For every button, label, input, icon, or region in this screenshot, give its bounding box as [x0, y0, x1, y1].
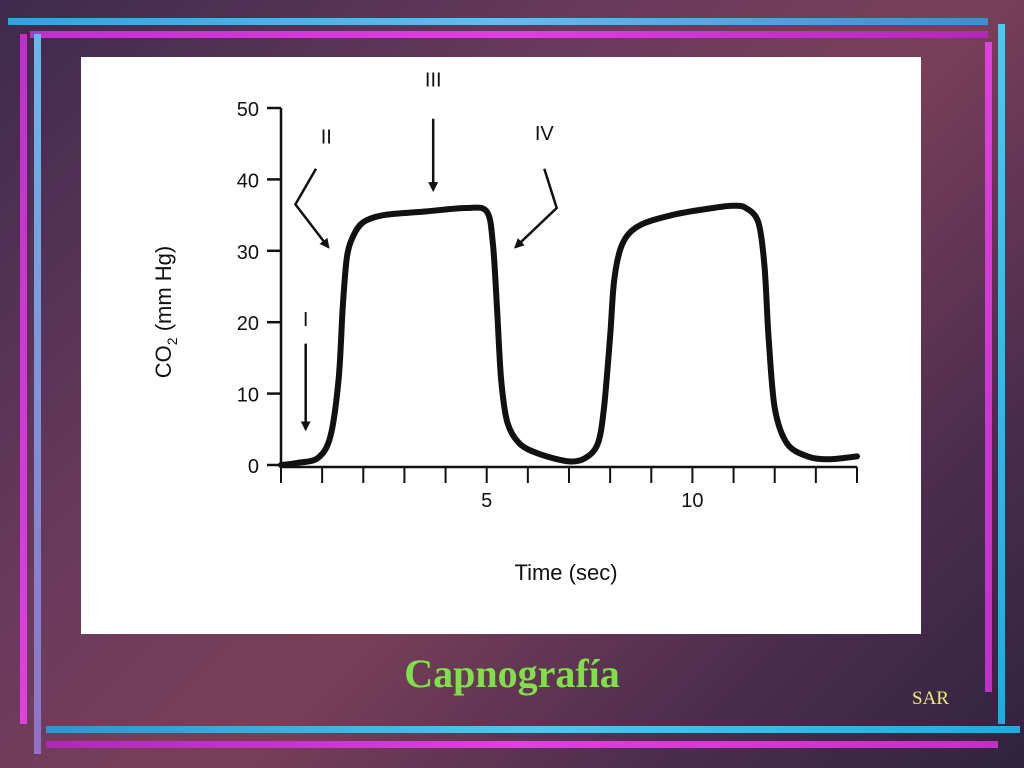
data-point	[383, 215, 384, 216]
data-point	[671, 215, 672, 216]
data-point	[604, 407, 605, 408]
y-tick-label: 20	[237, 313, 259, 335]
data-point	[597, 443, 598, 444]
data-point	[353, 236, 354, 237]
data-point	[330, 436, 331, 437]
data-point	[338, 379, 339, 380]
data-point	[622, 243, 623, 244]
data-point	[346, 257, 347, 258]
top-decorative-bar-magenta	[30, 31, 988, 38]
phase-label-i: I	[303, 309, 309, 331]
data-point	[540, 454, 541, 455]
data-point	[764, 265, 765, 266]
x-tick-label: 10	[681, 490, 703, 512]
data-point	[828, 459, 829, 460]
data-point	[745, 208, 746, 209]
data-point	[466, 208, 467, 209]
y-tick-label: 40	[237, 170, 259, 192]
phase-label-iii: III	[425, 70, 442, 92]
top-decorative-bar-blue	[8, 18, 988, 25]
bottom-decorative-bar-blue	[46, 726, 1020, 733]
chart-panel: 0 10 20 30 40 50 5 10 I II III IV CO2 (mm Hg) Tim…	[81, 57, 921, 634]
y-tick-label: 0	[248, 456, 259, 478]
right-decorative-bar-blue	[998, 24, 1005, 724]
data-point	[610, 336, 611, 337]
data-point	[857, 456, 858, 457]
y-axis-label-unit: (mm Hg)	[151, 246, 176, 338]
data-point	[787, 443, 788, 444]
data-point	[318, 457, 319, 458]
y-tick-label: 10	[237, 385, 259, 407]
y-tick-label: 50	[237, 99, 259, 121]
data-point	[297, 462, 298, 463]
bottom-decorative-bar-magenta	[46, 741, 998, 748]
co2-waveform-line	[278, 202, 860, 468]
phase-label-ii: II	[321, 127, 332, 149]
x-axis-label: Time (sec)	[514, 560, 617, 585]
phase-label-iv: IV	[535, 123, 555, 145]
data-point	[758, 222, 759, 223]
data-point	[614, 279, 615, 280]
slide-title: Capnografía	[404, 651, 620, 696]
data-point	[492, 243, 493, 244]
data-point	[425, 211, 426, 212]
data-point	[486, 211, 487, 212]
data-point	[342, 307, 343, 308]
data-point	[733, 205, 734, 206]
y-axis-label: CO2 (mm Hg)	[151, 246, 180, 378]
data-point	[807, 456, 808, 457]
data-point	[569, 461, 570, 462]
left-decorative-bar-lilac	[34, 34, 41, 754]
data-point	[497, 307, 498, 308]
data-point	[519, 443, 520, 444]
data-point	[774, 407, 775, 408]
data-point	[363, 222, 364, 223]
data-point	[768, 336, 769, 337]
phase-arrow-iv	[514, 168, 559, 249]
right-decorative-bar-magenta	[985, 42, 992, 692]
data-point	[507, 422, 508, 423]
x-tick-label: 5	[481, 490, 492, 512]
y-axis-label-subscript: 2	[164, 337, 180, 345]
phase-arrow-ii	[293, 168, 330, 249]
data-point	[638, 225, 639, 226]
data-point	[281, 465, 282, 466]
data-point	[585, 457, 586, 458]
footer-tag: SAR	[912, 688, 949, 709]
y-axis-label-main: CO	[151, 345, 176, 378]
data-point	[713, 208, 714, 209]
data-point	[501, 379, 502, 380]
left-decorative-bar-magenta	[20, 34, 27, 724]
y-tick-label: 30	[237, 242, 259, 264]
